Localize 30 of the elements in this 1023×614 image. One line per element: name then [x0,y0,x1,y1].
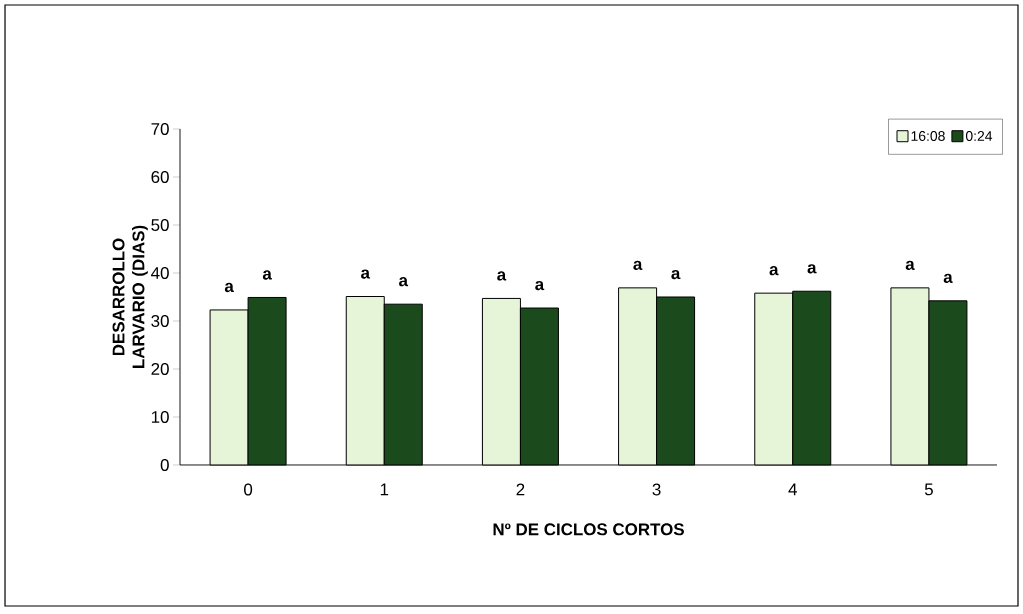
legend-label: 16:08 [911,131,945,141]
x-tick-label: 3 [652,483,661,496]
x-tick-label: 0 [244,483,253,496]
legend-label: 0:24 [965,131,993,141]
data-label: a [671,269,681,280]
y-tick-label: 70 [151,122,169,135]
data-label: a [769,266,779,276]
x-tick-label: 1 [380,483,389,496]
data-label: a [535,280,545,291]
data-label: a [262,270,272,280]
x-tick-label: 5 [924,483,933,496]
y-tick-label: 40 [151,266,169,279]
y-tick-label: 20 [151,362,169,375]
x-tick-label: 4 [788,483,797,496]
y-tick-label: 10 [151,410,169,423]
y-tick-label: 30 [151,314,169,327]
data-label: a [361,269,371,279]
data-label: a [807,264,817,274]
data-label: a [633,260,643,271]
y-tick-label: 0 [160,458,169,471]
y-axis-title: DESARROLLO LARVARIO (DIAS) [112,225,148,368]
data-label: a [224,282,234,293]
y-tick-label: 60 [151,170,169,183]
data-label: a [905,260,915,271]
y-tick-label: 50 [151,218,169,231]
data-label: a [497,271,507,281]
x-axis-title: Nº DE CICLOS CORTOS [493,523,684,536]
data-label: a [399,277,409,287]
x-tick-label: 2 [516,483,525,496]
data-label: a [943,273,953,284]
